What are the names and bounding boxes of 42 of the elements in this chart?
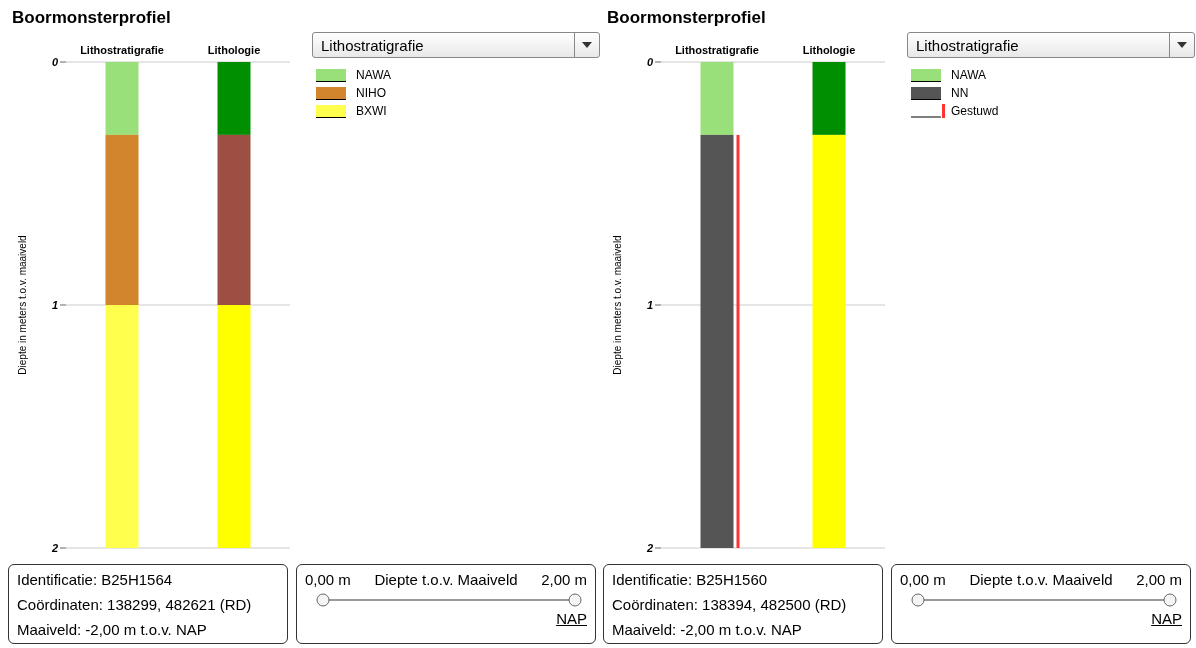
- legend-label: NAWA: [356, 68, 392, 82]
- x-tick-label: Lithostratigrafie: [80, 44, 164, 56]
- y-axis-title: Diepte in meters t.o.v. maaiveld: [611, 235, 623, 375]
- text: 2,00 m: [1136, 570, 1182, 590]
- legend-label: Gestuwd: [951, 104, 999, 118]
- text: Maaiveld: -2,00 m t.o.v. NAP: [17, 620, 208, 640]
- dropdown: Lithostratigrafie: [907, 32, 1195, 58]
- text: 2,00 m: [541, 570, 587, 590]
- text: Diepte t.o.v. Maaiveld: [969, 570, 1113, 590]
- text: Diepte t.o.v. Maaiveld: [374, 570, 518, 590]
- chart-title: Boormonsterprofiel: [12, 8, 172, 29]
- y-tick-label: 2: [645, 541, 653, 554]
- y-tick-label: 0: [51, 55, 59, 68]
- bar: [217, 62, 251, 135]
- bar: [105, 305, 139, 548]
- y-axis-title: Diepte in meters t.o.v. maaiveld: [16, 235, 28, 375]
- legend-label: BXWI: [356, 104, 387, 118]
- bar: [105, 134, 139, 305]
- x-tick-label: Lithostratigrafie: [675, 44, 759, 56]
- y-tick-label: 2: [50, 541, 58, 554]
- chart-title: Boormonsterprofiel: [607, 8, 767, 29]
- text: Identificatie: B25H1564: [17, 570, 174, 590]
- text: Identificatie: B25H1560: [612, 570, 769, 590]
- text: NAP: [555, 609, 587, 629]
- dropdown: Lithostratigrafie: [312, 32, 600, 58]
- y-tick-label: 1: [51, 298, 58, 311]
- text: 0,00 m: [900, 570, 946, 590]
- legend-label: NN: [951, 86, 969, 100]
- x-tick-label: Lithologie: [802, 44, 856, 56]
- y-tick-label: 1: [646, 298, 653, 311]
- x-tick-label: Lithologie: [207, 44, 261, 56]
- text: NAP: [1150, 609, 1182, 629]
- legend-label: NIHO: [356, 86, 386, 100]
- y-tick-label: 0: [646, 55, 654, 68]
- legend-label: NAWA: [951, 68, 987, 82]
- bar: [217, 305, 251, 548]
- text: Coördinaten: 138394, 482500 (RD): [612, 595, 848, 615]
- text: Coördinaten: 138299, 482621 (RD): [17, 595, 253, 615]
- text: 0,00 m: [305, 570, 351, 590]
- bar: [105, 62, 139, 135]
- text: Maaiveld: -2,00 m t.o.v. NAP: [612, 620, 803, 640]
- bar: [217, 134, 251, 305]
